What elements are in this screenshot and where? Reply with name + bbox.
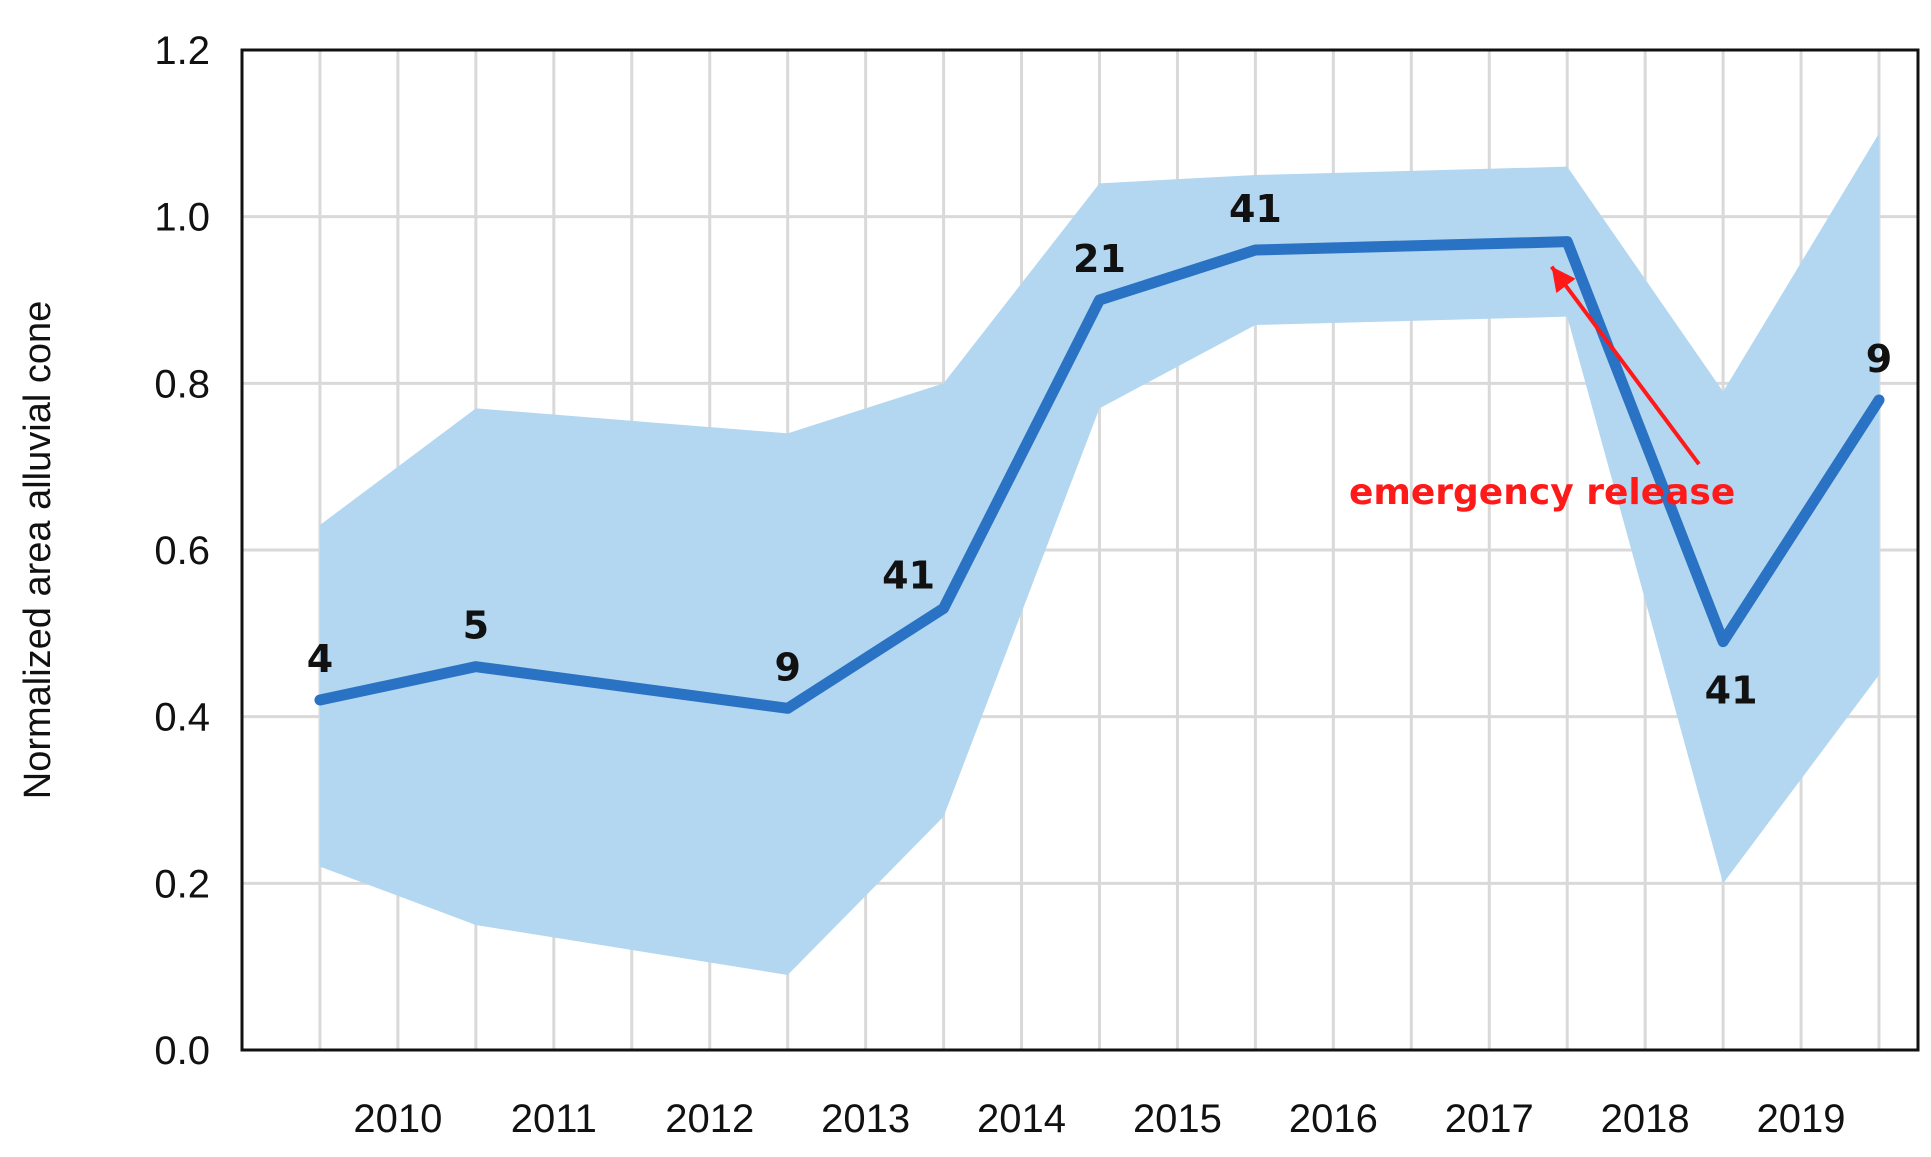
x-tick-label: 2010 [353,1097,442,1141]
x-tick-label: 2015 [1133,1097,1222,1141]
point-labels: 4 5 9 41 21 41 41 9 [307,187,1893,713]
x-tick-label: 2013 [821,1097,910,1141]
data-label: 41 [1229,187,1282,231]
data-label: 9 [1866,337,1892,381]
x-tick-labels: 2010 2011 2012 2013 2014 2015 2016 2017 2018 2019 [353,1097,1845,1141]
annotation-arrow [1550,265,1701,466]
y-tick-label: 1.0 [154,196,210,240]
x-tick-label: 2019 [1757,1097,1846,1141]
data-label: 9 [774,645,800,689]
plot-frame [240,48,1920,1052]
data-label: 4 [307,637,333,681]
data-label: 41 [1705,669,1758,713]
data-label: 5 [463,604,489,648]
y-tick-label: 0.6 [154,529,210,573]
confidence-band [319,133,1880,976]
frame-rect [240,48,1920,1052]
x-tick-label: 2018 [1601,1097,1690,1141]
y-axis-label: Normalized area alluvial cone [17,301,59,799]
y-tick-label: 0.2 [154,862,210,906]
x-tick-label: 2016 [1289,1097,1378,1141]
data-label: 21 [1073,237,1126,281]
annotations: emergency release [1349,265,1735,513]
x-tick-label: 2011 [511,1097,597,1141]
x-tick-label: 2012 [665,1097,754,1141]
x-tick-label: 2014 [977,1097,1066,1141]
y-tick-label: 0.0 [154,1029,210,1073]
series-line [314,236,1885,714]
band-area [319,133,1880,976]
y-tick-labels: 0.0 0.2 0.4 0.6 0.8 1.0 1.2 [154,29,210,1073]
annotation-text: emergency release [1349,472,1735,513]
y-tick-label: 0.8 [154,362,210,406]
x-tick-label: 2017 [1445,1097,1534,1141]
y-tick-label: 0.4 [154,696,210,740]
y-tick-label: 1.2 [154,29,210,73]
data-label: 41 [882,553,935,597]
line-path [314,236,1885,714]
